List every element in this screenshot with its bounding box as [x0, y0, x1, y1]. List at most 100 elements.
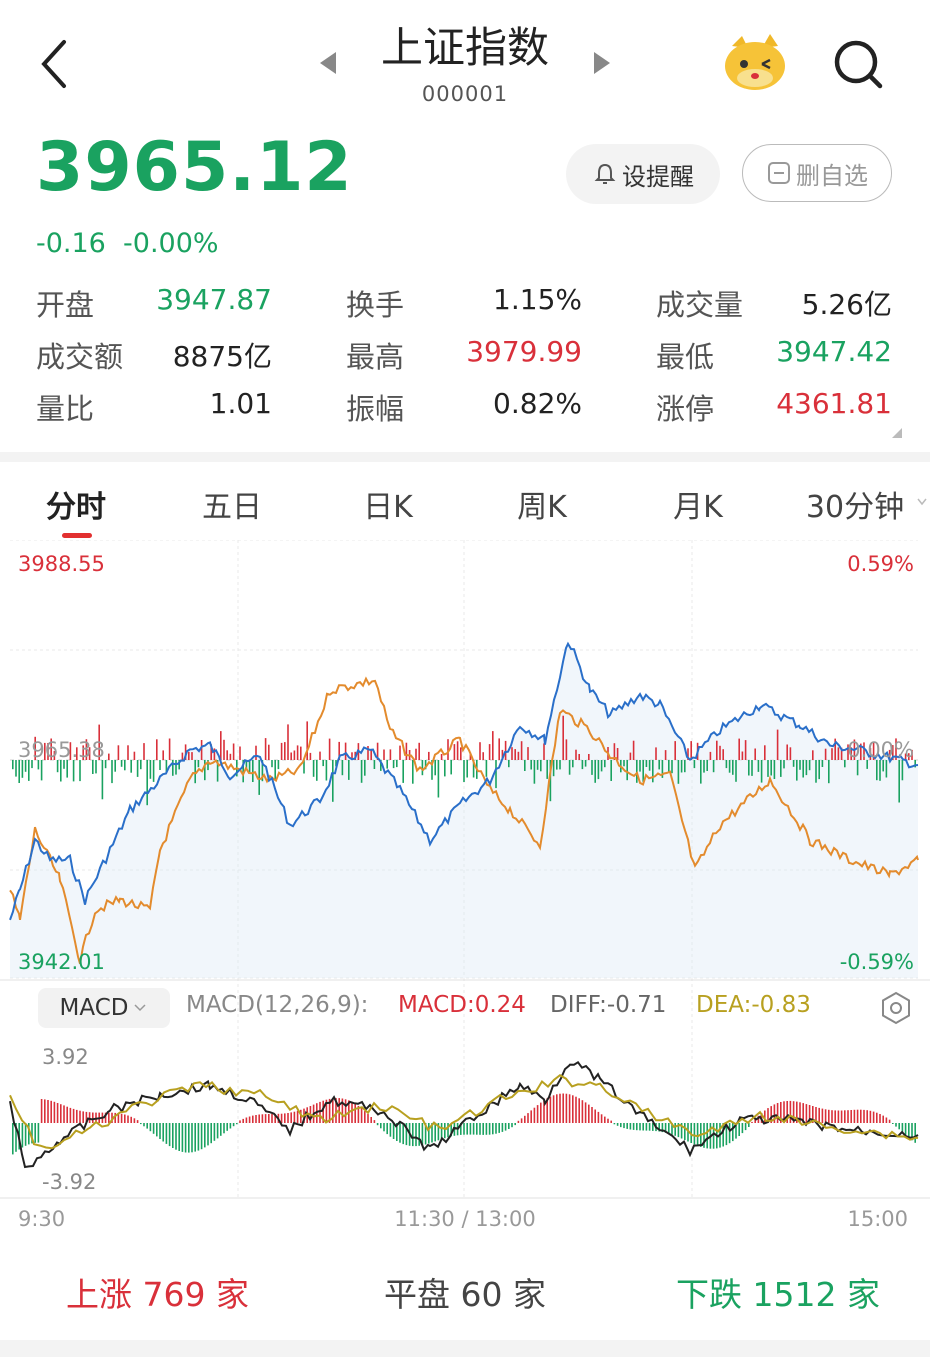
macd-bar	[236, 1123, 238, 1125]
macd-bar	[15, 1123, 17, 1152]
volume-bar	[709, 751, 712, 760]
volume-bar	[792, 760, 795, 767]
volume-bar	[738, 738, 740, 760]
tab-daily-k[interactable]: 日K	[363, 490, 413, 525]
macd-bar	[536, 1105, 539, 1123]
tab-five-day[interactable]: 五日	[202, 490, 262, 525]
macd-bar	[620, 1123, 622, 1128]
volume-bar	[799, 760, 801, 770]
macd-bar	[610, 1120, 612, 1123]
macd-value: MACD:0.24	[398, 992, 526, 1018]
volume-bar	[184, 744, 187, 760]
macd-bar	[200, 1123, 203, 1150]
volume-bar	[508, 760, 510, 768]
macd-bar	[680, 1123, 683, 1139]
volume-bar	[133, 751, 136, 760]
volume-bar	[15, 760, 17, 777]
volume-bar	[463, 760, 465, 782]
macd-bar	[88, 1112, 91, 1123]
volume-bar	[101, 760, 104, 800]
macd-bar	[63, 1105, 65, 1123]
section-divider	[0, 452, 930, 462]
macd-bar	[357, 1105, 360, 1123]
macd-bar	[460, 1123, 462, 1135]
set-alert-button[interactable]: 设提醒	[566, 144, 720, 204]
volume-bar	[504, 740, 507, 760]
volume-bar	[380, 760, 382, 771]
volume-bar	[802, 760, 804, 778]
macd-bar	[770, 1106, 772, 1123]
expand-corner-icon[interactable]	[888, 426, 904, 440]
volume-bar	[783, 760, 785, 769]
macd-bar	[533, 1107, 536, 1123]
tab-weekly-k[interactable]: 周K	[517, 490, 567, 525]
stat-value-volume-ratio: 1.01	[209, 387, 272, 420]
macd-bar	[104, 1112, 107, 1123]
stat-value-volume: 5.26亿	[801, 288, 892, 321]
volume-bar	[450, 760, 452, 775]
diff-value: DIFF:-0.71	[550, 992, 667, 1018]
volume-bar	[124, 760, 126, 771]
macd-bar	[447, 1123, 449, 1138]
macd-bar	[831, 1110, 833, 1123]
tab-monthly-k[interactable]: 月K	[673, 490, 723, 525]
volume-bar	[767, 760, 769, 777]
axis-top-pct: 0.59%	[847, 552, 914, 576]
next-stock-button[interactable]	[588, 46, 614, 80]
volume-bar	[856, 760, 859, 776]
volume-bar	[812, 750, 814, 760]
macd-bar	[172, 1123, 174, 1148]
volume-bar	[268, 744, 270, 760]
volume-bar	[175, 760, 177, 775]
macd-bar	[754, 1118, 756, 1123]
volume-bar	[466, 760, 468, 778]
volume-bar	[434, 760, 436, 776]
macd-bar	[434, 1123, 436, 1142]
mascot-button[interactable]	[722, 32, 788, 92]
volume-bar	[869, 748, 872, 760]
volume-bar	[623, 760, 625, 767]
volume-bar	[63, 760, 65, 769]
indicator-settings-button[interactable]	[878, 990, 914, 1030]
volume-bar	[472, 760, 475, 778]
volume-bar	[693, 760, 696, 769]
volume-bar	[914, 760, 916, 768]
macd-bar	[549, 1096, 552, 1123]
macd-bar	[53, 1101, 56, 1123]
average-price-line	[9, 676, 919, 964]
macd-bar	[882, 1115, 884, 1123]
volume-bar	[636, 760, 638, 783]
volume-bar	[677, 760, 680, 784]
macd-bar	[869, 1110, 872, 1123]
axis-mid-pct: 0.00%	[847, 738, 914, 762]
macd-bar	[418, 1123, 420, 1146]
macd-bar	[645, 1123, 648, 1131]
volume-bar	[626, 760, 628, 781]
prev-stock-button[interactable]	[316, 46, 342, 80]
stat-value-amplitude: 0.82%	[493, 387, 582, 420]
macd-bar	[783, 1101, 785, 1123]
remove-watchlist-button[interactable]: 删自选	[742, 144, 892, 202]
volume-bar	[901, 760, 904, 781]
indicator-selector[interactable]: MACD	[38, 988, 170, 1028]
search-button[interactable]	[830, 36, 886, 92]
volume-bar	[725, 760, 728, 769]
stat-label-turnover-amount: 成交额	[36, 340, 124, 374]
back-button[interactable]	[30, 34, 80, 94]
volume-bar	[360, 760, 363, 783]
macd-bar	[191, 1123, 193, 1153]
macd-bar	[82, 1111, 84, 1123]
macd-bar	[725, 1123, 728, 1146]
macd-bar	[207, 1123, 209, 1146]
tab-intraday[interactable]: 分时	[46, 490, 106, 525]
diff-line	[9, 1060, 919, 1169]
tab-30min[interactable]: 30分钟	[805, 490, 905, 525]
volume-bar	[764, 745, 766, 760]
chevron-left-icon	[41, 40, 66, 88]
macd-bar	[904, 1123, 907, 1135]
volume-bar	[188, 751, 190, 760]
macd-bar	[578, 1098, 580, 1123]
volume-bar	[53, 751, 56, 760]
stat-label-volume-ratio: 量比	[36, 392, 95, 426]
intraday-chart[interactable]	[0, 540, 930, 1240]
